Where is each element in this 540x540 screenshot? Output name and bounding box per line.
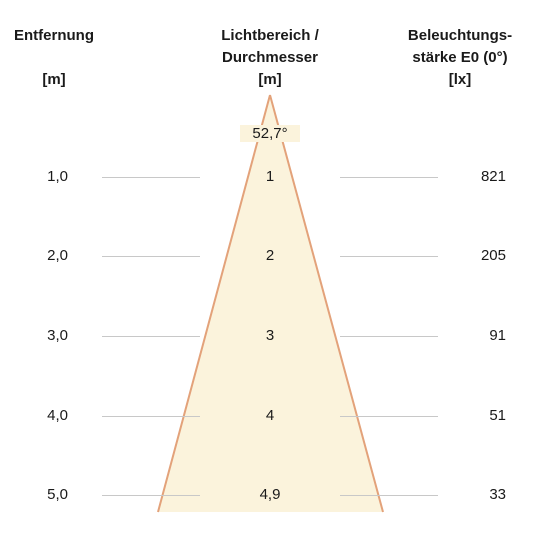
beam-cone-left-edge (157, 94, 271, 513)
beam-header: Lichtbereich / Durchmesser [m] (195, 25, 345, 91)
lux-value: 51 (489, 407, 506, 424)
lux-header: Beleuchtungs- stärke E0 (0°) [lx] (385, 25, 535, 91)
beam-header-unit: [m] (258, 71, 282, 88)
distance-header: Entfernung [m] (0, 25, 108, 91)
distance-value: 5,0 (47, 486, 68, 503)
lux-value: 91 (489, 327, 506, 344)
distance-header-title: Entfernung (14, 27, 94, 44)
beam-header-title: Lichtbereich / (221, 27, 319, 44)
distance-value: 3,0 (47, 327, 68, 344)
diameter-value: 4 (265, 407, 275, 424)
distance-header-unit: [m] (42, 71, 66, 88)
lux-value: 821 (480, 168, 506, 185)
distance-value: 4,0 (47, 407, 68, 424)
beam-cone (158, 95, 383, 512)
lux-value: 33 (489, 486, 506, 503)
diameter-value: 3 (265, 327, 275, 344)
distance-value: 1,0 (47, 168, 68, 185)
diameter-value: 1 (265, 168, 275, 185)
lux-value: 205 (480, 247, 506, 264)
distance-value: 2,0 (47, 247, 68, 264)
diameter-value: 4,9 (259, 486, 281, 503)
lux-header-unit: [lx] (448, 71, 472, 88)
beam-angle-label: 52,7° (240, 125, 300, 142)
beam-cone-right-edge (269, 94, 384, 513)
lux-header-title: Beleuchtungs- (407, 27, 513, 44)
diameter-value: 2 (265, 247, 275, 264)
lux-header-subtitle: stärke E0 (0°) (412, 49, 508, 66)
beam-header-subtitle: Durchmesser (222, 49, 318, 66)
